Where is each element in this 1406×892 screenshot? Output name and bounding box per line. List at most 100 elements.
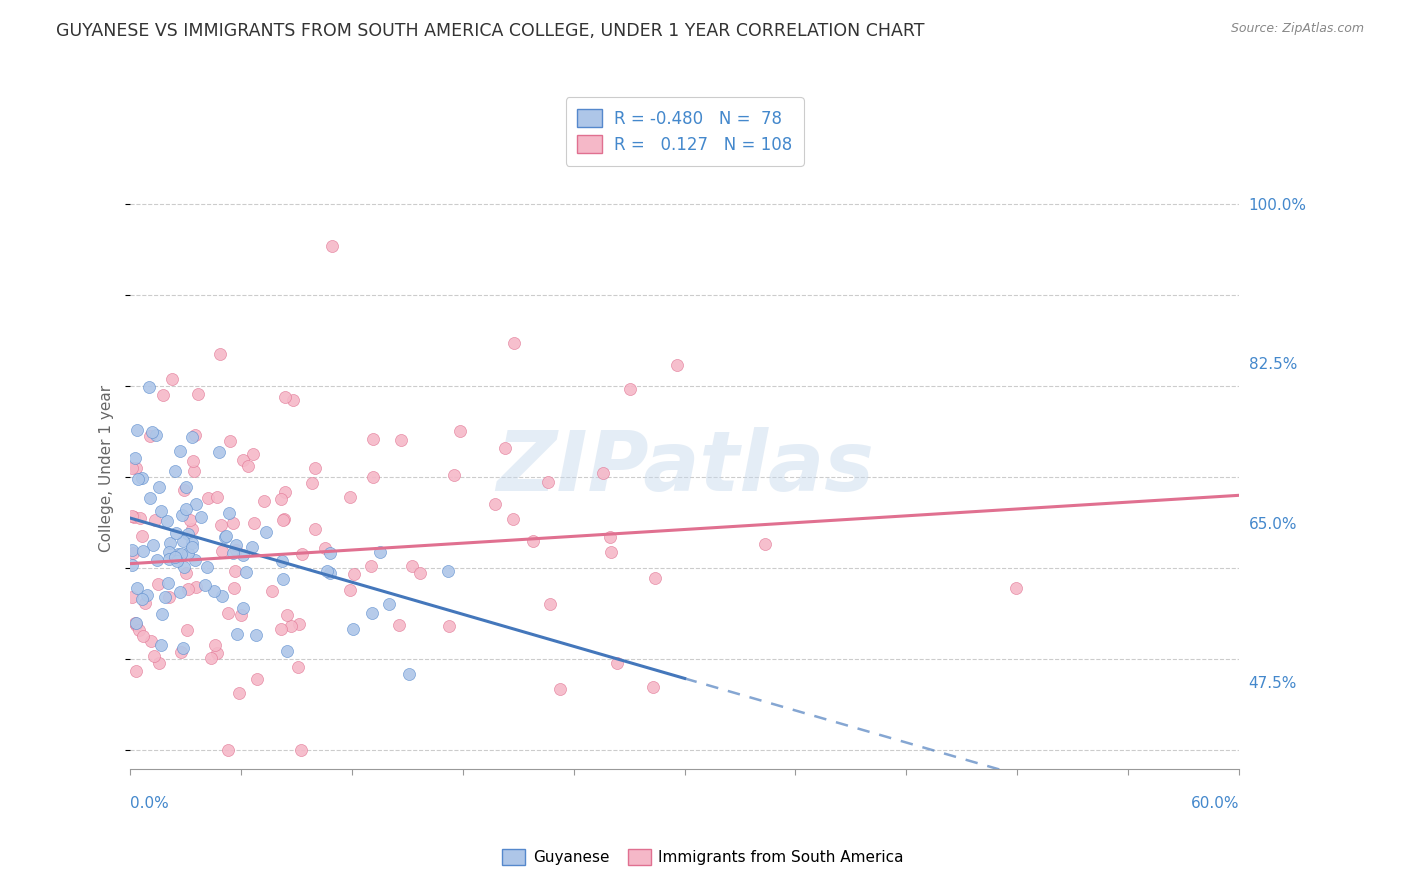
Point bbox=[211, 590, 233, 604]
Point bbox=[121, 558, 143, 572]
Point bbox=[170, 508, 193, 522]
Point bbox=[229, 607, 252, 622]
Point bbox=[157, 551, 180, 566]
Point bbox=[179, 512, 201, 526]
Point bbox=[271, 513, 294, 527]
Point bbox=[283, 392, 305, 407]
Point bbox=[157, 590, 180, 604]
Point bbox=[537, 475, 560, 490]
Point bbox=[606, 657, 628, 671]
Point bbox=[290, 743, 312, 757]
Point bbox=[169, 585, 191, 599]
Y-axis label: College, Under 1 year: College, Under 1 year bbox=[100, 384, 114, 551]
Point bbox=[387, 618, 409, 632]
Point bbox=[127, 472, 149, 486]
Point bbox=[314, 541, 336, 555]
Point bbox=[319, 566, 342, 581]
Point bbox=[232, 453, 254, 467]
Point bbox=[592, 467, 614, 481]
Point bbox=[167, 547, 190, 561]
Point bbox=[226, 627, 249, 641]
Point bbox=[181, 540, 204, 554]
Point bbox=[125, 617, 148, 632]
Point bbox=[157, 545, 180, 559]
Point bbox=[121, 545, 143, 559]
Point bbox=[274, 390, 297, 404]
Point bbox=[254, 525, 277, 540]
Point bbox=[209, 518, 232, 533]
Text: 0.0%: 0.0% bbox=[131, 796, 169, 811]
Point bbox=[124, 461, 146, 475]
Point bbox=[131, 591, 153, 606]
Point bbox=[134, 596, 156, 610]
Point bbox=[186, 580, 208, 594]
Point bbox=[139, 634, 162, 648]
Text: ZIPatlas: ZIPatlas bbox=[496, 427, 873, 508]
Point bbox=[143, 649, 166, 664]
Point bbox=[124, 450, 146, 465]
Point bbox=[159, 536, 181, 550]
Point bbox=[146, 577, 169, 591]
Point bbox=[180, 430, 202, 444]
Point bbox=[125, 581, 148, 595]
Point bbox=[150, 607, 173, 622]
Point bbox=[270, 554, 292, 568]
Point bbox=[165, 526, 187, 541]
Point bbox=[181, 522, 204, 536]
Point bbox=[208, 347, 231, 361]
Point bbox=[316, 564, 339, 578]
Point bbox=[599, 530, 621, 544]
Point bbox=[128, 623, 150, 637]
Point bbox=[409, 566, 432, 580]
Point bbox=[131, 544, 153, 558]
Point bbox=[260, 584, 283, 599]
Point bbox=[125, 423, 148, 437]
Point bbox=[273, 512, 295, 526]
Text: Source: ZipAtlas.com: Source: ZipAtlas.com bbox=[1230, 22, 1364, 36]
Point bbox=[121, 509, 143, 524]
Point bbox=[280, 619, 302, 633]
Point bbox=[219, 434, 242, 448]
Point bbox=[215, 529, 238, 543]
Point bbox=[173, 640, 195, 655]
Point bbox=[163, 550, 186, 565]
Point bbox=[131, 471, 153, 485]
Point bbox=[211, 543, 233, 558]
Point bbox=[150, 503, 173, 517]
Legend: R = -0.480   N =  78, R =   0.127   N = 108: R = -0.480 N = 78, R = 0.127 N = 108 bbox=[565, 97, 804, 166]
Point bbox=[218, 506, 240, 520]
Point bbox=[205, 646, 228, 660]
Point bbox=[236, 459, 259, 474]
Point bbox=[1005, 582, 1028, 596]
Point bbox=[177, 546, 200, 560]
Point bbox=[222, 581, 245, 595]
Point bbox=[202, 584, 225, 599]
Point bbox=[208, 445, 231, 459]
Point bbox=[155, 514, 177, 528]
Point bbox=[288, 617, 311, 632]
Point bbox=[174, 566, 197, 580]
Point bbox=[253, 493, 276, 508]
Point bbox=[184, 427, 207, 442]
Point bbox=[142, 538, 165, 552]
Point bbox=[319, 546, 342, 560]
Point bbox=[150, 638, 173, 652]
Point bbox=[176, 582, 198, 596]
Point bbox=[360, 606, 382, 620]
Point bbox=[360, 559, 382, 574]
Point bbox=[128, 511, 150, 525]
Point bbox=[484, 497, 506, 511]
Point bbox=[245, 628, 267, 642]
Point bbox=[152, 388, 174, 402]
Point bbox=[665, 358, 688, 372]
Point bbox=[276, 607, 298, 622]
Point bbox=[304, 522, 326, 536]
Point bbox=[494, 442, 516, 456]
Point bbox=[222, 546, 245, 560]
Point bbox=[401, 559, 423, 574]
Point bbox=[343, 566, 366, 581]
Point bbox=[274, 484, 297, 499]
Point bbox=[155, 590, 177, 604]
Point bbox=[321, 239, 343, 253]
Point bbox=[538, 597, 561, 611]
